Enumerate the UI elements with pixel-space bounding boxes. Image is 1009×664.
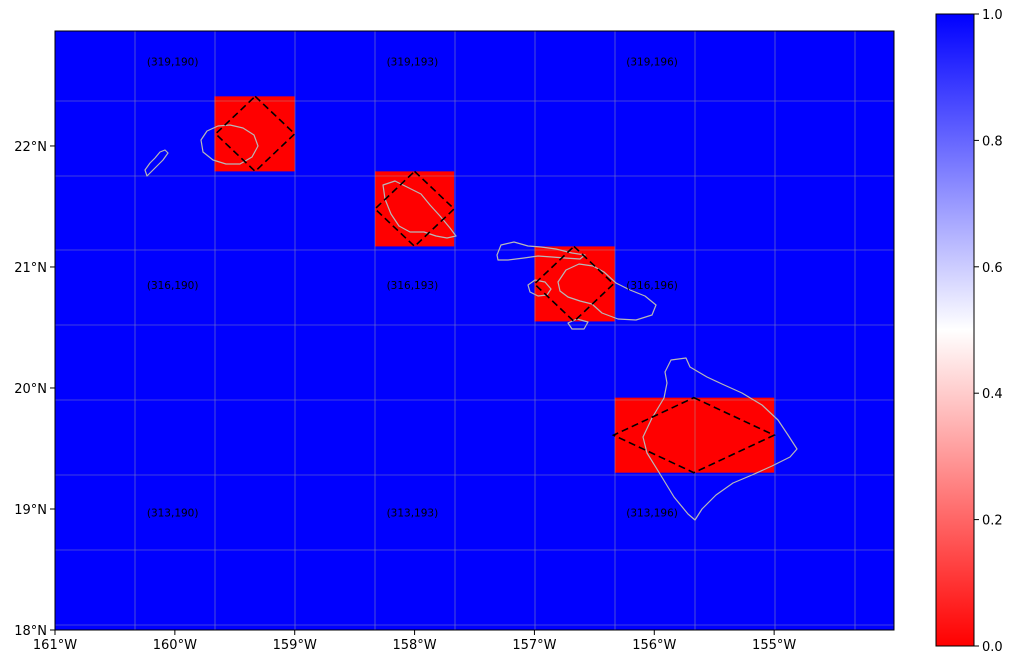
x-tick-label: 156°W [632,638,676,653]
y-tick-label: 18°N [14,624,47,639]
colorbar-ticks: 0.0 0.2 0.4 0.6 0.8 1.0 [974,8,1003,655]
coastlines [144,124,798,521]
kauai-cell [214,96,295,172]
cell-label: (316,190) [147,280,199,292]
colorbar: 0.0 0.2 0.4 0.6 0.8 1.0 [935,8,1003,655]
kauai-island [200,124,259,165]
cell-label: (313,196) [626,508,678,520]
molokai-island [496,241,586,261]
kahoolawe-island [567,318,589,330]
kauai-diamond [214,95,296,173]
x-tick-label: 160°W [153,638,197,653]
x-tick-label: 158°W [392,638,436,653]
cell-label: (319,193) [387,56,439,68]
y-tick-label: 22°N [14,140,47,155]
map-frame [54,30,895,631]
map-background [55,31,894,630]
niihau-island [144,149,169,177]
cell-label: (316,196) [626,280,678,292]
x-axis: 161°W 160°W 159°W 158°W 157°W 156°W 155°W [33,630,796,653]
colorbar-tick-label: 0.2 [982,514,1003,529]
colorbar-tick-label: 0.6 [982,261,1003,276]
y-tick-label: 19°N [14,503,47,518]
colorbar-tick-label: 0.8 [982,134,1003,149]
hawaii-cell [614,397,775,473]
maui-island [557,263,657,321]
x-tick-label: 161°W [33,638,77,653]
maui-diamond [533,245,615,323]
y-tick-label: 20°N [14,382,47,397]
cell-label: (319,190) [147,56,199,68]
y-axis: 18°N 19°N 20°N 21°N 22°N [14,140,55,639]
hawaii-diamond [611,396,777,474]
x-tick-label: 159°W [273,638,317,653]
map-panel[interactable]: (319,190) (319,193) (319,196) (316,190) (316… [55,31,894,630]
lanai-island [527,279,552,297]
diamond-footprints [214,95,777,474]
x-tick-label: 157°W [512,638,556,653]
oahu-island [382,180,457,239]
gridlines [55,31,894,630]
y-tick-label: 21°N [14,261,47,276]
colorbar-tick-label: 0.4 [982,387,1003,402]
hawaii-island [642,357,798,521]
cell-label: (319,196) [626,56,678,68]
oahu-diamond [373,170,456,248]
cell-labels: (319,190) (319,193) (319,196) (316,190) (316… [147,56,678,519]
cell-label: (313,190) [147,508,199,520]
cell-label: (313,193) [387,508,439,520]
x-tick-label: 155°W [752,638,796,653]
cell-label: (316,193) [387,280,439,292]
oahu-cell [375,171,455,247]
colorbar-tick-label: 1.0 [982,8,1003,23]
highlight-cells [214,96,775,473]
colorbar-tick-label: 0.0 [982,640,1003,655]
colorbar-gradient [935,13,975,647]
